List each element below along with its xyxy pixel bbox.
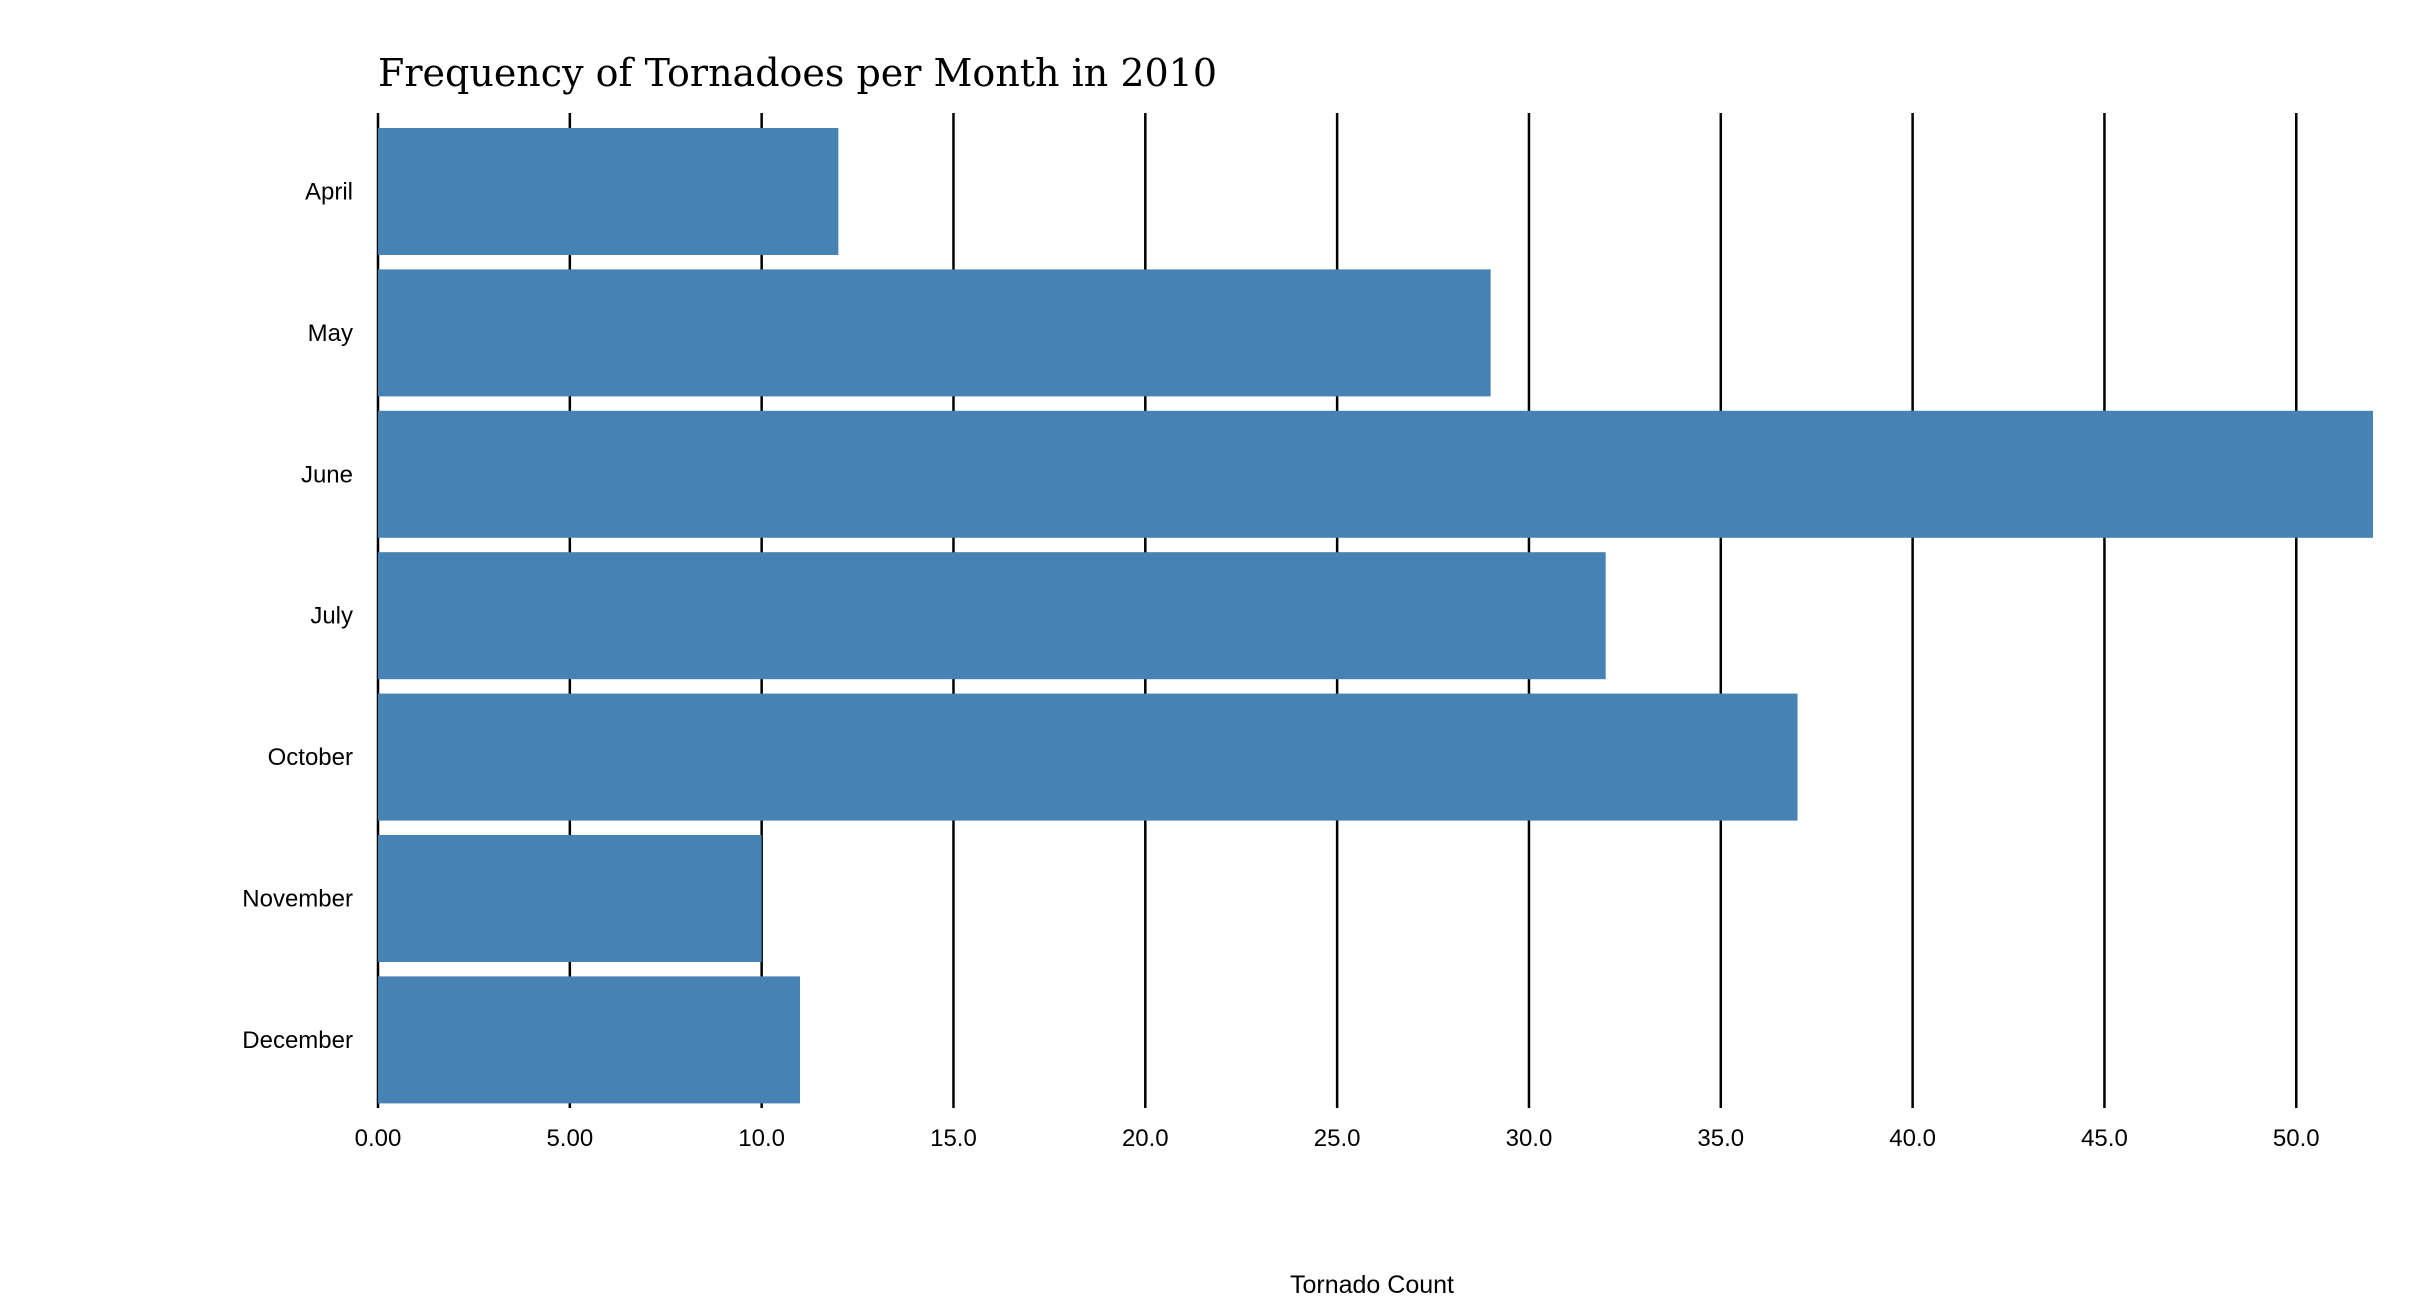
category-label: December bbox=[242, 1027, 353, 1054]
x-tick-label: 40.0 bbox=[1889, 1125, 1936, 1152]
bar bbox=[378, 552, 1606, 680]
x-tick-label: 15.0 bbox=[930, 1125, 977, 1152]
bar bbox=[378, 128, 839, 255]
bar bbox=[378, 835, 762, 962]
category-labels: April May June July October November December bbox=[242, 179, 353, 1054]
bars bbox=[378, 128, 2373, 1104]
x-tick-label: 35.0 bbox=[1697, 1125, 1744, 1152]
bar bbox=[378, 693, 1798, 821]
x-tick-label: 5.00 bbox=[546, 1125, 593, 1152]
x-tick-label: 45.0 bbox=[2081, 1125, 2128, 1152]
x-tick-label: 0.00 bbox=[355, 1125, 402, 1152]
bar bbox=[378, 269, 1491, 397]
x-tick-label: 30.0 bbox=[1506, 1125, 1553, 1152]
x-tick-label: 25.0 bbox=[1314, 1125, 1361, 1152]
category-label: May bbox=[308, 320, 353, 347]
category-label: October bbox=[268, 744, 353, 771]
category-label: July bbox=[310, 603, 353, 630]
category-label: April bbox=[305, 179, 353, 206]
bar bbox=[378, 410, 2373, 538]
x-tick-labels: 0.00 5.00 10.0 15.0 20.0 25.0 30.0 35.0 40.0 45.0… bbox=[355, 1125, 2320, 1152]
x-axis-title: Tornado Count bbox=[1290, 1271, 1454, 1299]
category-label: November bbox=[242, 886, 353, 913]
x-tick-label: 20.0 bbox=[1122, 1125, 1169, 1152]
category-label: June bbox=[301, 461, 353, 488]
chart-title: Frequency of Tornadoes per Month in 2010 bbox=[378, 51, 1217, 95]
bar bbox=[378, 976, 801, 1104]
x-tick-label: 50.0 bbox=[2273, 1125, 2320, 1152]
x-tick-label: 10.0 bbox=[738, 1125, 785, 1152]
